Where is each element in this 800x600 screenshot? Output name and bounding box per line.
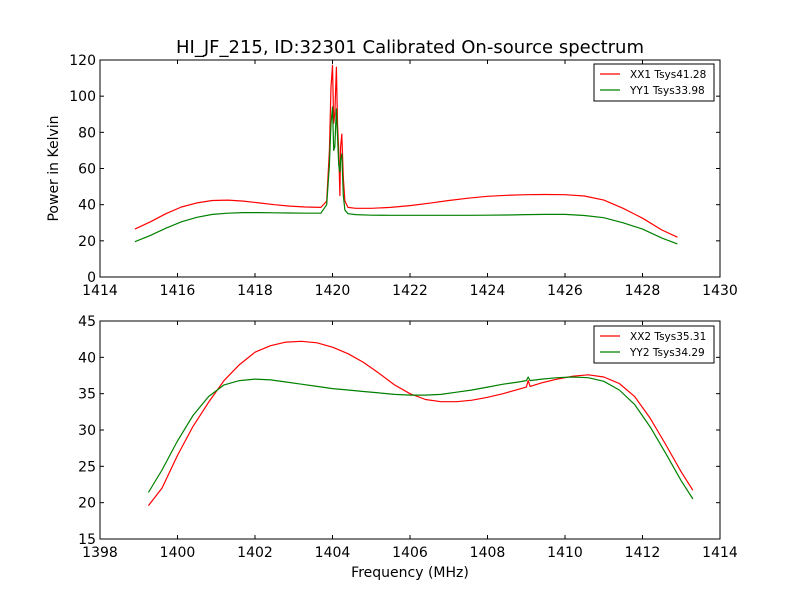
x-tick-label: 1414	[82, 283, 118, 299]
y-tick-label: 0	[87, 270, 96, 286]
y-tick-label: 30	[78, 423, 96, 439]
x-tick-label: 1398	[82, 545, 118, 561]
x-tick-label: 1408	[470, 545, 506, 561]
x-tick-label: 1426	[547, 283, 583, 299]
x-tick-label: 1400	[160, 545, 196, 561]
series-line-1-2	[134, 106, 678, 245]
legend-entry: XX1 Tsys41.28	[630, 69, 706, 81]
legend-entry: YY2 Tsys34.29	[629, 347, 705, 359]
panels: 1414 1416 1418 1420 1422 1424 1426 1428 1430 0 20 4…	[46, 53, 738, 581]
x-axis-label: Frequency (MHz)	[351, 565, 469, 581]
legend: XX1 Tsys41.28 YY1 Tsys33.98	[593, 63, 715, 102]
legend: XX2 Tsys35.31 YY2 Tsys34.29	[593, 325, 715, 364]
x-tick-label: 1402	[237, 545, 273, 561]
y-tick-label: 15	[78, 532, 96, 548]
series-group	[134, 64, 678, 245]
y-tick-label: 35	[78, 387, 96, 403]
y-tick-label: 40	[78, 350, 96, 366]
x-tick-label: 1418	[237, 283, 273, 299]
x-tick-label: 1422	[392, 283, 428, 299]
legend-entry: YY1 Tsys33.98	[629, 85, 705, 97]
y-tick-label: 80	[78, 125, 96, 141]
legend-box	[593, 63, 715, 102]
series-group	[147, 340, 694, 506]
y-tick-label: 100	[69, 89, 96, 105]
series-line-2-1	[147, 340, 694, 506]
x-tick-label: 1424	[470, 283, 506, 299]
y-tick-label: 40	[78, 198, 96, 214]
chart-title: HI_JF_215, ID:32301 Calibrated On-source…	[176, 37, 644, 58]
y-tick-label: 20	[78, 234, 96, 250]
y-tick-label: 20	[78, 496, 96, 512]
y-tick-label: 120	[69, 53, 96, 69]
x-tick-label: 1406	[392, 545, 428, 561]
legend-box	[593, 325, 715, 364]
x-tick-label: 1416	[160, 283, 196, 299]
legend-entry: XX2 Tsys35.31	[630, 331, 706, 343]
x-tick-label: 1430	[702, 283, 738, 299]
panel-1: 1414 1416 1418 1420 1422 1424 1426 1428 1430 0 20 4…	[46, 53, 738, 299]
x-tick-label: 1420	[315, 283, 351, 299]
x-tick-label: 1414	[702, 545, 738, 561]
y-axis-label: Power in Kelvin	[46, 115, 62, 221]
y-tick-label: 60	[78, 162, 96, 178]
y-tick-label: 25	[78, 459, 96, 475]
panel-2: 1398 1400 1402 1404 1406 1408 1410 1412 1414 15 20…	[78, 314, 738, 581]
x-tick-label: 1428	[625, 283, 661, 299]
y-tick-label: 45	[78, 314, 96, 330]
series-line-2-2	[147, 376, 694, 500]
x-tick-label: 1404	[315, 545, 351, 561]
x-tick-label: 1412	[625, 545, 661, 561]
x-tick-label: 1410	[547, 545, 583, 561]
